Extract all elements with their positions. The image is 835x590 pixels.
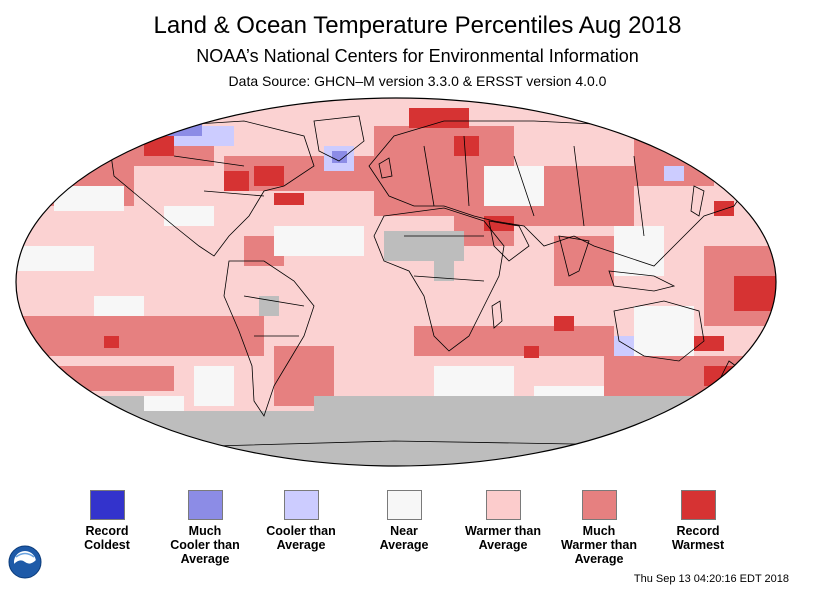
legend-label: Cooler than Average: [266, 524, 336, 552]
legend-label: Warmer than Average: [465, 524, 541, 552]
noaa-logo-icon: [8, 545, 42, 579]
legend-swatch: [187, 490, 223, 520]
legend-item-record-coldest: Record Coldest: [52, 490, 162, 552]
legend-swatch: [386, 490, 422, 520]
legend-item-cooler: Cooler than Average: [246, 490, 356, 552]
legend-item-warmer: Warmer than Average: [448, 490, 558, 552]
timestamp: Thu Sep 13 04:20:16 EDT 2018: [633, 573, 789, 585]
record-warmest-regions: [104, 108, 776, 386]
data-source-label: Data Source: GHCN–M version 3.3.0 & ERSS…: [228, 73, 607, 89]
chart-subtitle: NOAA’s National Centers for Environmenta…: [196, 46, 639, 66]
chart-title: Land & Ocean Temperature Percentiles Aug…: [153, 12, 682, 39]
legend-label: Record Coldest: [84, 524, 130, 552]
legend-item-much-warmer: Much Warmer than Average: [544, 490, 654, 566]
globe-outline: [15, 97, 777, 467]
legend-swatch: [283, 490, 319, 520]
legend-swatch: [581, 490, 617, 520]
continent-outlines: [73, 115, 755, 457]
legend-item-record-warmest: Record Warmest: [643, 490, 753, 552]
legend-swatch: [680, 490, 716, 520]
world-map: [14, 96, 779, 468]
legend-item-near-average: Near Average: [349, 490, 459, 552]
legend-label: Much Cooler than Average: [170, 524, 240, 566]
legend-label: Near Average: [379, 524, 429, 552]
legend-swatch: [485, 490, 521, 520]
cooler-than-average-regions: [174, 126, 684, 356]
legend-label: Much Warmer than Average: [561, 524, 637, 566]
legend-item-much-cooler: Much Cooler than Average: [150, 490, 260, 566]
legend-swatch: [89, 490, 125, 520]
legend-label: Record Warmest: [671, 524, 725, 552]
map-legend: Record Coldest Much Cooler than Average Coo…: [0, 490, 835, 570]
